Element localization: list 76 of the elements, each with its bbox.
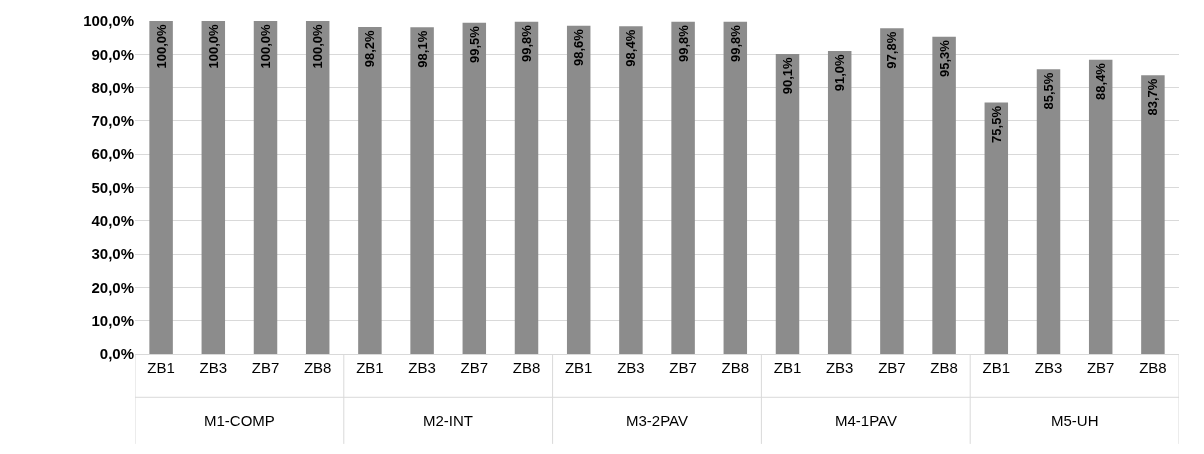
- data-label: 99,5%: [466, 25, 482, 63]
- text: M2-INT: [423, 412, 473, 429]
- text: M5-UH: [1051, 412, 1099, 429]
- x-tick-label: ZB7: [1086, 359, 1115, 376]
- data-label: 75,5%: [988, 105, 1004, 143]
- data-label: 98,6%: [571, 28, 587, 66]
- bar: [932, 36, 956, 354]
- x-tick-label: ZB1: [356, 359, 384, 376]
- data-label: 99,8%: [727, 24, 743, 62]
- bar: [827, 50, 852, 354]
- y-tick-label: 20,0%: [91, 278, 134, 296]
- bar: [566, 25, 591, 354]
- bar: [671, 21, 695, 354]
- x-tick-label: ZB7: [669, 359, 697, 376]
- bar: [514, 21, 539, 354]
- data-label: 98,1%: [414, 30, 430, 68]
- y-tick-label: 100,0%: [83, 12, 134, 30]
- y-tick-label: 90,0%: [91, 45, 134, 63]
- data-label: 85,5%: [1041, 72, 1057, 110]
- x-tick-label: ZB1: [147, 359, 175, 376]
- data-label: 95,3%: [936, 39, 952, 77]
- bar: [358, 26, 382, 354]
- text: M3-2PAV: [626, 412, 688, 429]
- y-tick-label: 50,0%: [91, 178, 134, 196]
- y-tick-label: 10,0%: [91, 311, 134, 329]
- data-label: 90,1%: [780, 56, 796, 95]
- x-tick-label: ZB7: [878, 359, 906, 376]
- data-label: 100,0%: [258, 24, 274, 69]
- text: M1-COMP: [204, 412, 275, 429]
- data-label: 98,2%: [362, 29, 378, 68]
- bar: [201, 21, 226, 354]
- x-tick-label: ZB1: [982, 359, 1011, 376]
- data-label: 97,8%: [884, 31, 900, 69]
- x-tick-label: ZB8: [721, 359, 750, 376]
- bar: [775, 53, 800, 354]
- bar: [723, 21, 748, 354]
- data-label: 98,4%: [623, 29, 639, 67]
- y-tick-label: 60,0%: [91, 145, 134, 163]
- bar: [462, 22, 487, 354]
- x-tick-label: ZB8: [512, 359, 541, 376]
- x-tick-label: ZB1: [773, 359, 802, 376]
- data-label: 100,0%: [205, 24, 221, 69]
- data-label: 91,0%: [832, 53, 848, 92]
- text: M4-1PAV: [835, 412, 897, 429]
- bar: [410, 27, 434, 354]
- y-tick-label: 70,0%: [91, 112, 134, 130]
- bar: [984, 102, 1009, 354]
- y-tick-label: 30,0%: [91, 245, 134, 263]
- x-tick-label: ZB3: [825, 359, 854, 376]
- y-tick-label: 0,0%: [99, 345, 134, 363]
- x-tick-label: ZB3: [199, 359, 228, 376]
- bar: [880, 28, 904, 354]
- data-label: 100,0%: [153, 24, 169, 69]
- data-label: 83,7%: [1145, 78, 1161, 116]
- x-tick-label: ZB3: [1034, 359, 1063, 376]
- data-label: 99,8%: [675, 24, 691, 62]
- y-tick-label: 40,0%: [91, 212, 134, 230]
- y-tick-label: 80,0%: [91, 78, 134, 96]
- x-tick-label: ZB8: [303, 359, 332, 376]
- bar: [619, 26, 643, 354]
- x-tick-label: ZB1: [564, 359, 593, 376]
- data-label: 100,0%: [310, 24, 326, 69]
- bar: [1141, 75, 1165, 354]
- data-label: 88,4%: [1093, 62, 1109, 100]
- bar: [305, 21, 330, 354]
- bar: [149, 21, 173, 354]
- x-tick-label: ZB7: [460, 359, 489, 376]
- data-label: 99,8%: [519, 24, 535, 62]
- bar: [1088, 59, 1113, 354]
- x-tick-label: ZB8: [1139, 359, 1167, 376]
- x-tick-label: ZB8: [930, 359, 958, 376]
- x-tick-label: ZB7: [251, 359, 280, 376]
- x-tick-label: ZB3: [408, 359, 436, 376]
- bar: [1036, 69, 1061, 354]
- x-tick-label: ZB3: [617, 359, 645, 376]
- bar: [253, 21, 278, 354]
